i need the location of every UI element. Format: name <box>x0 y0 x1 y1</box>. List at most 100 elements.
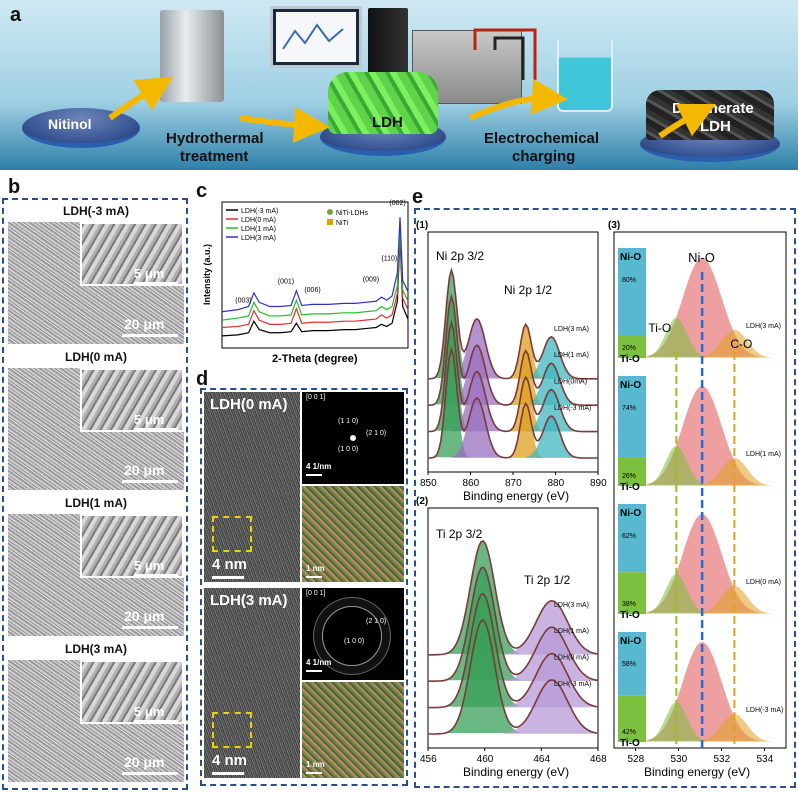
ni-o-fraction-bar <box>618 632 646 696</box>
xps-envelope <box>427 293 598 406</box>
inset-scale-label: 5 μm <box>134 412 165 427</box>
xps-series-label: LDH(1 mA) <box>554 628 589 635</box>
panel-c-label: c <box>196 180 208 202</box>
tick-label: 464 <box>533 754 550 765</box>
saed-scale-label: 4 1/nm <box>306 462 332 471</box>
xps-envelope <box>428 592 599 709</box>
hrtem-scale-label: 1 nm <box>306 564 325 573</box>
xps-envelope <box>428 539 599 656</box>
xps-series-label: LDH(3 mA) <box>554 326 589 333</box>
xrd-chart: LDH(-3 mA) LDH(0 mA) LDH(1 mA) LDH(3 mA) NiT… <box>202 200 409 365</box>
ni-o-percent: 80% <box>622 277 636 284</box>
electrochemical-label: Electrochemical <box>484 130 600 147</box>
inset-scale-label: 5 μm <box>134 266 165 281</box>
tick-label: 528 <box>628 754 645 765</box>
ti-o-fraction-bar <box>618 457 646 486</box>
ldh-label: LDH <box>372 114 403 131</box>
o1s-component-peak <box>644 702 709 742</box>
inset-scale-bar <box>134 282 178 285</box>
ni-o-percent: 74% <box>622 405 636 412</box>
ni-o-label: Ni-O <box>620 252 641 263</box>
main-scale-label: 20 μm <box>124 608 165 624</box>
tick-label: 870 <box>505 478 522 489</box>
ni-o-label: Ni-O <box>620 636 641 647</box>
ti-o-fraction-bar <box>618 336 646 358</box>
main-scale-bar <box>122 626 178 629</box>
legend-marker <box>327 219 333 225</box>
ti-o-label: Ti-O <box>620 354 640 365</box>
o1s-series-label: LDH(0 mA) <box>746 579 781 586</box>
peak-label: Ni-O <box>688 250 715 265</box>
peak-label: C-O <box>730 337 752 351</box>
hrtem-scale-label: 1 nm <box>306 760 325 769</box>
sem-title: LDH(-3 mA) <box>63 204 129 218</box>
sem-title: LDH(1 mA) <box>65 496 127 510</box>
ti-o-percent: 42% <box>622 729 636 736</box>
peak-label: Ti-O <box>648 321 671 335</box>
ni-o-fraction-bar <box>618 248 646 336</box>
x-axis-label: 2-Theta (degree) <box>272 353 358 365</box>
main-scale-label: 20 μm <box>124 754 165 770</box>
legend-marker-label: NiTi-LDHs <box>336 210 369 217</box>
tick-label: 534 <box>757 754 774 765</box>
tick-label: 532 <box>714 754 731 765</box>
ti-o-fraction-bar <box>618 572 646 614</box>
tick-label: 530 <box>671 754 688 765</box>
process-arrows <box>108 76 717 143</box>
xps-series-label: LDH(0 mA) <box>554 655 589 662</box>
tem-image <box>204 588 300 778</box>
x-axis-label: Binding energy (eV) <box>463 765 569 779</box>
main-scale-bar <box>122 334 178 337</box>
nitinol-label: Nitinol <box>48 116 92 132</box>
ti-o-label: Ti-O <box>620 610 640 621</box>
inset-scale-bar <box>134 720 178 723</box>
peak-annotation: (003) <box>235 297 251 304</box>
sem-inset <box>80 514 184 578</box>
saed-scale-bar <box>306 670 322 672</box>
wires-icon <box>473 28 537 80</box>
legend-entry: LDH(1 mA) <box>241 226 276 233</box>
tem-title: LDH(0 mA) <box>210 396 288 413</box>
tem-scale-label: 4 nm <box>212 556 248 573</box>
tem-scale-label: 4 nm <box>212 752 248 769</box>
subpanel-label: (1) <box>416 220 428 231</box>
hrtem-scale-bar <box>306 576 322 578</box>
monitor-icon <box>270 6 362 68</box>
legend-entry: LDH(0 mA) <box>241 217 276 224</box>
y-axis-label: Intensity (a.u.) <box>202 244 212 305</box>
sem-title: LDH(3 mA) <box>65 642 127 656</box>
xps-envelope <box>427 346 598 459</box>
charging-label: charging <box>512 148 576 165</box>
o1s-component-peak <box>695 458 774 486</box>
xps-series-label: LDH(-3 mA) <box>554 681 591 688</box>
saed-scale-bar <box>306 474 322 476</box>
series-line-LDH(1 mA) <box>221 227 409 321</box>
plot-frame <box>221 201 409 349</box>
ti-o-percent: 38% <box>622 601 636 608</box>
ti-o-label: Ti-O <box>620 738 640 749</box>
tick-label: 460 <box>477 754 494 765</box>
peak-annotation: (009) <box>363 276 379 283</box>
saed-scale-label: 4 1/nm <box>306 658 332 667</box>
main-scale-label: 20 μm <box>124 462 165 478</box>
legend-entry: LDH(-3 mA) <box>241 208 278 215</box>
inset-scale-label: 5 μm <box>134 704 165 719</box>
main-scale-label: 20 μm <box>124 316 165 332</box>
peak-annotation: (001) <box>278 279 294 286</box>
xps-envelope <box>428 566 599 682</box>
tick-label: 860 <box>463 478 480 489</box>
subpanel-label: (3) <box>608 220 620 231</box>
hrtem-image <box>302 486 404 582</box>
ti-o-percent: 20% <box>622 345 636 352</box>
xps-envelope <box>428 619 599 735</box>
panel-e-label: e <box>412 186 424 208</box>
peak-label: Ti 2p 3/2 <box>436 527 483 541</box>
selection-box <box>212 516 252 552</box>
saed-spot-label: (1 0 0) <box>338 446 359 453</box>
selection-box <box>212 712 252 748</box>
xps-series-label: LDH(1 mA) <box>554 352 589 359</box>
sem-inset <box>80 368 184 432</box>
zone-axis: [0 0 1] <box>306 394 326 401</box>
tick-label: 468 <box>590 754 607 765</box>
tem-scale-bar <box>212 772 244 775</box>
